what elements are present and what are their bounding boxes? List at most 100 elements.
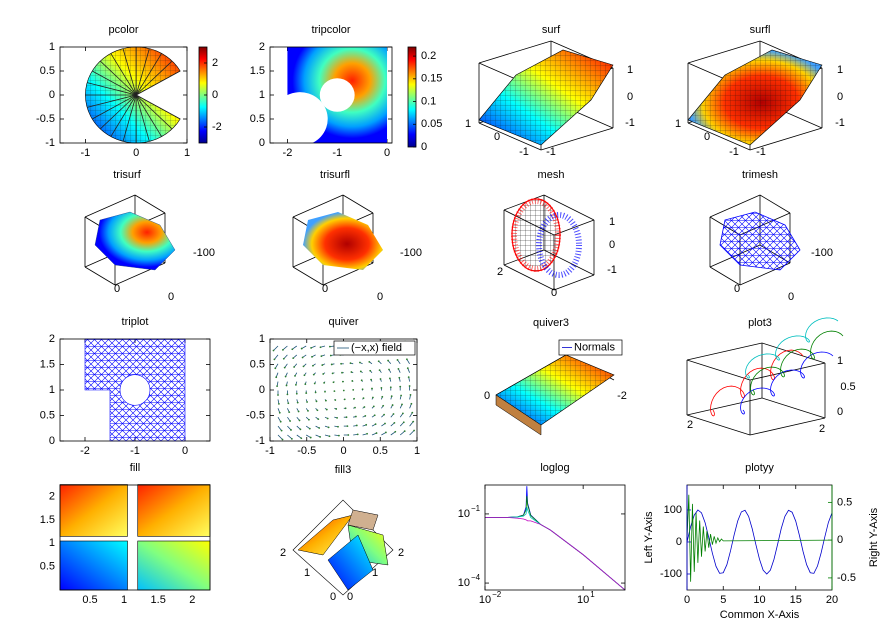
legend (558, 339, 623, 356)
arrow-head (389, 377, 391, 380)
box-edge (543, 194, 595, 221)
tick-label: 0.5 (837, 496, 852, 508)
legend-label: Normals (574, 341, 615, 353)
chart-title: fill (130, 462, 140, 474)
arrow-head (406, 367, 409, 370)
arrow (274, 354, 279, 360)
box-edge (686, 359, 751, 381)
tick-label: 0.05 (421, 118, 442, 130)
arrow-head (373, 414, 376, 417)
arrow-head (282, 348, 284, 351)
tick-label: -1 (835, 117, 845, 129)
box-edge (503, 194, 545, 211)
helix (710, 349, 804, 417)
series-line (484, 506, 626, 591)
box-edge (749, 362, 826, 381)
tick-label: 10 (577, 594, 589, 606)
arrow-head (380, 387, 383, 389)
arrow-head (301, 356, 304, 359)
arrow-head (401, 403, 403, 406)
tick-label: 0 (259, 384, 265, 396)
tick-label: -1 (265, 445, 275, 457)
tick-label: 1 (414, 445, 420, 457)
arrow-head (342, 389, 345, 392)
tick-label: 1 (627, 64, 633, 76)
tick-label: 0.5 (40, 561, 55, 573)
arrow (287, 434, 293, 440)
tick-label: -1 (332, 147, 342, 159)
box-edge (84, 194, 136, 218)
arrow (282, 345, 288, 351)
arrow-head (329, 345, 331, 348)
arrow-head (355, 415, 357, 418)
arrow-head (291, 437, 293, 440)
arrow-head (319, 436, 321, 438)
chart-title: plotyy (745, 462, 774, 474)
arrow-head (400, 394, 402, 397)
tick-label: 2 (819, 423, 825, 435)
arrow-head (299, 428, 302, 431)
arrow-head (378, 369, 381, 372)
tick-label: -0.5 (297, 445, 316, 457)
arrow (277, 425, 282, 431)
fill-patch (137, 540, 211, 591)
arrow-head (383, 413, 385, 416)
helix (750, 330, 844, 396)
colorbar (407, 46, 417, 148)
tick-label: 0 (377, 291, 383, 303)
tick-label: 0 (49, 435, 55, 447)
tick-label: 0 (114, 283, 120, 295)
arrow-head (325, 399, 327, 402)
box-edge (687, 40, 761, 64)
tick-label: 1 (259, 333, 265, 345)
pcolor-ray (136, 70, 181, 96)
arrow-head (298, 419, 301, 422)
hole (319, 78, 355, 112)
tick-label: 2 (687, 419, 693, 431)
tick-label: 0.1 (421, 95, 436, 107)
arrow-head (331, 372, 334, 375)
arrow-head (273, 358, 276, 361)
arrow-head (307, 409, 309, 412)
tick-label: -1 (756, 146, 766, 158)
arrow-head (332, 381, 335, 384)
arrow-head (321, 364, 324, 366)
tick-label: 0.5 (82, 594, 97, 606)
tick-label: -1 (130, 445, 140, 457)
arrow-head (333, 390, 336, 393)
tick-label: 1 (837, 64, 843, 76)
tick-label: 10 (479, 594, 491, 606)
tick-label: 0 (837, 91, 843, 103)
helix (740, 351, 834, 415)
chart-title: mesh (538, 169, 565, 181)
tick-label: 1.5 (40, 358, 55, 370)
box-edge (749, 417, 826, 436)
arrow-head (306, 401, 308, 403)
arrow-head (322, 373, 325, 375)
box-edge (709, 266, 741, 286)
chart-title: triplot (122, 316, 149, 328)
axes-box (59, 484, 211, 591)
tick-label: 0 (494, 131, 500, 143)
arrow-head (385, 431, 387, 434)
pcolor-ray (135, 94, 173, 130)
tick-label: 2 (398, 547, 404, 559)
pcolor-ray (135, 60, 173, 96)
pcolor-ray (87, 82, 137, 96)
arrow-head (318, 427, 321, 429)
arrow-head (303, 374, 306, 377)
arrow (390, 431, 396, 436)
tick-label: 1 (304, 567, 310, 579)
arrow-head (364, 415, 367, 417)
arrow-head (384, 422, 386, 425)
arrow-head (300, 347, 303, 350)
tick-label: 0 (330, 591, 336, 603)
arrow-head (275, 376, 278, 379)
pcolor-ray (100, 60, 137, 96)
box-edge (687, 122, 751, 151)
tick-label: 1 (465, 118, 471, 130)
surface-edge (495, 394, 542, 436)
tick-label: -0.5 (837, 572, 856, 584)
box-edge (709, 194, 761, 218)
